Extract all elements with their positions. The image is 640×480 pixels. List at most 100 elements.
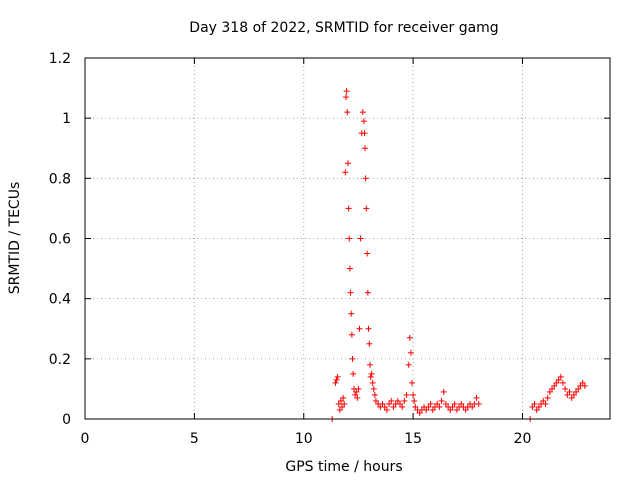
chart-title: Day 318 of 2022, SRMTID for receiver gam…: [189, 20, 498, 36]
data-point: [359, 109, 366, 116]
tick-labels: 0 5 10 15 20 0 0.2 0.4 0.6 0.8 1 1.2: [49, 51, 532, 447]
data-point: [401, 397, 408, 404]
data-point: [566, 388, 573, 395]
data-point: [429, 406, 436, 413]
data-point: [573, 388, 580, 395]
data-point: [423, 406, 430, 413]
data-point: [564, 391, 571, 398]
data-point: [348, 310, 355, 317]
data-point: [410, 391, 417, 398]
y-tick-label: 0.2: [49, 352, 71, 368]
data-point: [403, 391, 410, 398]
data-point: [390, 403, 397, 410]
data-point: [348, 331, 355, 338]
data-point: [542, 400, 549, 407]
data-point: [343, 88, 350, 95]
data-point: [451, 400, 458, 407]
y-tick-label: 0.8: [49, 171, 71, 187]
data-point: [344, 109, 351, 116]
data-point: [363, 205, 370, 212]
data-point: [345, 205, 352, 212]
data-point: [352, 391, 359, 398]
data-point: [357, 235, 364, 242]
data-point: [412, 403, 419, 410]
data-point: [397, 400, 403, 407]
data-point: [371, 391, 378, 398]
data-point: [447, 406, 454, 413]
data-point: [549, 385, 556, 392]
data-point: [405, 361, 412, 368]
data-point: [355, 385, 362, 392]
data-point: [341, 400, 348, 407]
data-point: [434, 400, 441, 407]
data-point: [383, 406, 390, 413]
data-point: [553, 379, 560, 386]
data-point: [342, 169, 349, 176]
data-point: [440, 388, 447, 395]
x-tick-label: 20: [514, 431, 532, 447]
data-point: [416, 409, 423, 416]
data-point: [356, 325, 363, 332]
data-point: [427, 400, 434, 407]
data-point: [425, 403, 432, 410]
data-point: [381, 403, 388, 410]
data-point: [339, 403, 346, 410]
data-point: [337, 397, 344, 404]
data-point: [372, 397, 379, 404]
data-point: [438, 397, 445, 404]
y-tick-label: 1.2: [49, 51, 71, 67]
data-point: [366, 340, 373, 347]
data-point: [568, 394, 575, 401]
x-tick-label: 10: [295, 431, 313, 447]
data-point: [364, 250, 371, 257]
data-point: [346, 265, 353, 272]
data-point: [360, 118, 367, 125]
data-point: [535, 403, 542, 410]
data-point: [354, 394, 361, 401]
data-point: [562, 385, 569, 392]
data-point: [367, 373, 374, 380]
data-point: [340, 394, 347, 401]
data-point: [575, 385, 582, 392]
data-point: [362, 145, 368, 152]
data-point: [332, 379, 339, 386]
grid: [85, 58, 610, 419]
y-tick-label: 0.4: [49, 292, 71, 308]
data-point: [531, 400, 538, 407]
data-point: [453, 406, 460, 413]
y-tick-label: 1: [62, 111, 71, 127]
data-point: [473, 394, 480, 401]
data-point: [353, 388, 360, 395]
data-point: [406, 334, 413, 341]
data-point: [394, 397, 401, 404]
data-point: [346, 235, 353, 242]
data-point: [388, 397, 395, 404]
data-point: [350, 370, 357, 377]
data-point: [367, 361, 374, 368]
data-point: [449, 403, 456, 410]
data-point: [546, 388, 553, 395]
y-tick-label: 0.6: [49, 232, 71, 248]
data-point: [336, 406, 343, 413]
data-point: [407, 349, 414, 356]
data-point: [342, 94, 349, 101]
x-tick-label: 0: [81, 431, 90, 447]
data-point: [551, 382, 558, 389]
data-point: [581, 382, 588, 389]
data-point: [458, 400, 465, 407]
y-axis-label: SRMTID / TECUs: [7, 182, 23, 295]
plot-frame: [84, 57, 611, 420]
data-point: [364, 289, 371, 296]
x-tick-label: 15: [404, 431, 422, 447]
data-point: [436, 403, 443, 410]
data-point: [442, 400, 449, 407]
data-point: [540, 397, 547, 404]
data-point: [344, 160, 351, 167]
data-point: [349, 355, 356, 362]
y-tick-label: 0: [62, 412, 71, 428]
x-tick-label: 5: [190, 431, 199, 447]
data-point: [347, 289, 354, 296]
data-points: [329, 88, 588, 422]
data-point: [386, 400, 393, 407]
